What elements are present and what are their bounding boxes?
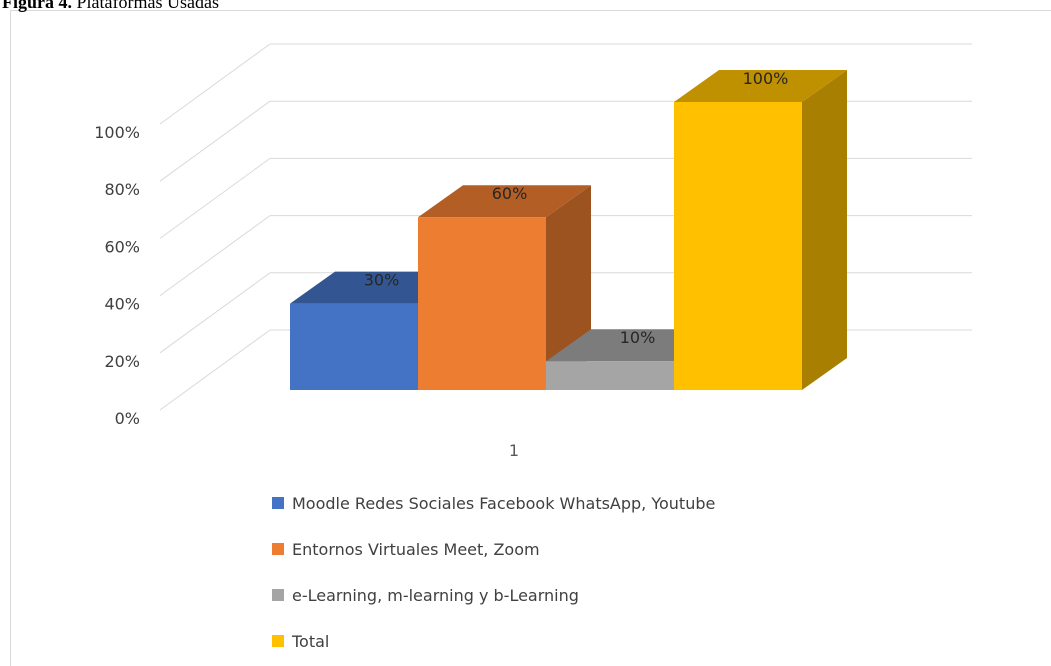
bar bbox=[546, 361, 674, 390]
data-label: 60% bbox=[492, 184, 528, 203]
legend-swatch bbox=[272, 635, 284, 647]
bar-side bbox=[802, 70, 847, 390]
legend-label: e-Learning, m-learning y b-Learning bbox=[292, 586, 579, 605]
y-tick-label: 60% bbox=[104, 237, 140, 256]
legend-label: Moodle Redes Sociales Facebook WhatsApp,… bbox=[292, 494, 715, 513]
data-label: 10% bbox=[620, 328, 656, 347]
legend-label: Entornos Virtuales Meet, Zoom bbox=[292, 540, 540, 559]
chart-border bbox=[10, 10, 1051, 666]
y-tick-label: 40% bbox=[104, 295, 140, 314]
figure-caption: Figura 4. Plataformas Usadas bbox=[2, 0, 219, 12]
grid-line bbox=[159, 329, 271, 411]
bar-top bbox=[674, 70, 847, 102]
legend-swatch bbox=[272, 543, 284, 555]
chart-title: Plataformas Usadas bbox=[77, 0, 219, 12]
bar-top bbox=[418, 185, 591, 218]
bar bbox=[418, 217, 546, 390]
legend-label: Total bbox=[291, 632, 329, 651]
grid-line bbox=[159, 272, 271, 354]
y-tick-label: 20% bbox=[104, 352, 140, 371]
y-tick-label: 80% bbox=[104, 180, 140, 199]
y-tick-label: 0% bbox=[115, 409, 140, 428]
grid-line bbox=[159, 215, 271, 297]
y-tick-label: 100% bbox=[94, 123, 140, 142]
x-tick-label: 1 bbox=[509, 441, 519, 460]
grid-line bbox=[159, 100, 271, 182]
bar bbox=[290, 303, 418, 390]
data-label: 100% bbox=[743, 69, 789, 88]
legend-swatch bbox=[272, 497, 284, 509]
figure-label: Figura 4. bbox=[2, 0, 72, 12]
bar bbox=[674, 102, 802, 390]
grid-line bbox=[159, 43, 271, 125]
grid-line bbox=[159, 157, 271, 239]
data-label: 30% bbox=[364, 271, 400, 290]
legend-swatch bbox=[272, 589, 284, 601]
